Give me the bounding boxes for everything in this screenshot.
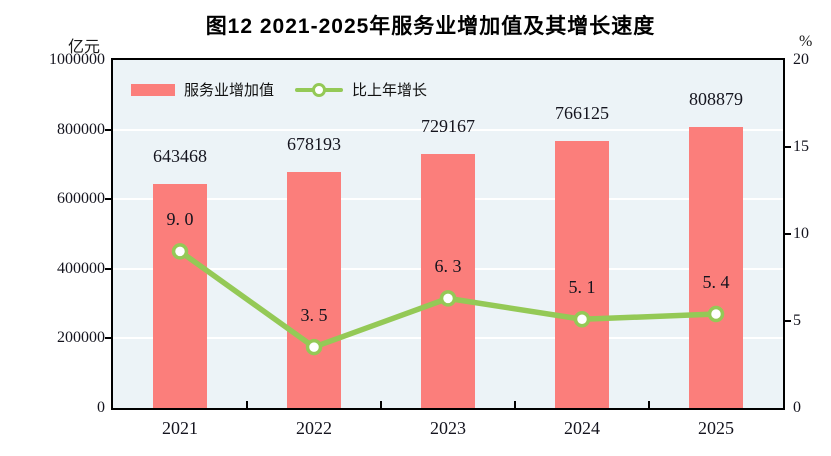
right-axis-tick-label: 15 <box>793 138 809 155</box>
bar-value-label-2023: 729167 <box>421 116 475 137</box>
left-axis-tick-label: 400000 <box>57 259 105 277</box>
right-axis-tick <box>785 320 791 322</box>
rate-label-2023: 6. 3 <box>434 256 462 277</box>
growth-line-layer <box>171 243 725 356</box>
right-axis-tick-label: 10 <box>793 225 809 242</box>
line-marker-2024 <box>573 311 591 328</box>
x-axis-label-2024: 2024 <box>564 418 600 438</box>
rate-label-2025: 5. 4 <box>702 272 730 293</box>
x-axis-boundary-tick <box>380 401 382 408</box>
right-axis-tick <box>785 233 791 235</box>
left-axis-tick-label: 1000000 <box>49 51 105 68</box>
bar-value-label-2024: 766125 <box>555 103 609 124</box>
x-axis-boundary-tick <box>246 401 248 408</box>
legend-bar-label: 服务业增加值 <box>184 82 275 99</box>
right-axis-unit: % <box>799 33 813 50</box>
bar-value-label-2022: 678193 <box>287 133 341 154</box>
x-axis-label-2023: 2023 <box>430 418 466 438</box>
line-marker-2022 <box>305 338 323 356</box>
x-axis-label-2025: 2025 <box>698 418 734 438</box>
bar-value-label-2025: 808879 <box>689 88 743 109</box>
x-axis-label-2021: 2021 <box>162 418 198 438</box>
legend-bar-swatch-icon <box>131 83 175 96</box>
x-axis-label-2022: 2022 <box>296 418 332 438</box>
chart-title: 图12 2021-2025年服务业增加值及其增长速度 <box>205 15 656 38</box>
line-marker-2025 <box>707 305 725 323</box>
right-axis-tick-label: 0 <box>793 399 801 416</box>
legend-line-label: 比上年增长 <box>352 82 428 99</box>
bar-2023 <box>421 154 475 408</box>
left-axis-unit: 亿元 <box>67 39 100 56</box>
bar-value-label-2021: 643468 <box>153 146 207 167</box>
left-axis-tick <box>105 267 111 270</box>
x-axis-boundary-tick <box>648 401 650 408</box>
right-axis-tick <box>785 146 791 148</box>
plot-area: 服务业增加值 比上年增长 643468 678193 729167 766125 808… <box>111 58 785 410</box>
right-axis-tick-label: 5 <box>793 312 801 329</box>
left-axis-tick-label: 0 <box>97 399 105 416</box>
gridline-800000 <box>113 128 783 131</box>
bar-2022 <box>287 171 341 408</box>
right-axis-tick-label: 20 <box>793 51 809 68</box>
rate-label-2022: 3. 5 <box>300 305 328 326</box>
bar-2021 <box>153 184 207 408</box>
rate-label-2021: 9. 0 <box>166 209 194 230</box>
bar-2025 <box>689 126 743 408</box>
rate-label-2024: 5. 1 <box>568 277 596 298</box>
left-axis-tick <box>105 198 111 201</box>
left-axis-tick-label: 600000 <box>57 190 105 208</box>
line-marker-2023 <box>439 290 457 307</box>
bar-2024 <box>555 141 609 408</box>
left-axis-tick-label: 800000 <box>57 120 105 138</box>
line-marker-2021 <box>171 243 189 260</box>
legend-line-marker-icon <box>312 82 327 97</box>
left-axis-tick <box>105 128 111 131</box>
legend: 服务业增加值 比上年增长 <box>131 79 427 100</box>
left-axis-tick <box>105 337 111 340</box>
x-axis-boundary-tick <box>514 401 516 408</box>
legend-line-swatch-icon <box>295 82 344 97</box>
left-axis-tick-label: 200000 <box>57 329 105 347</box>
